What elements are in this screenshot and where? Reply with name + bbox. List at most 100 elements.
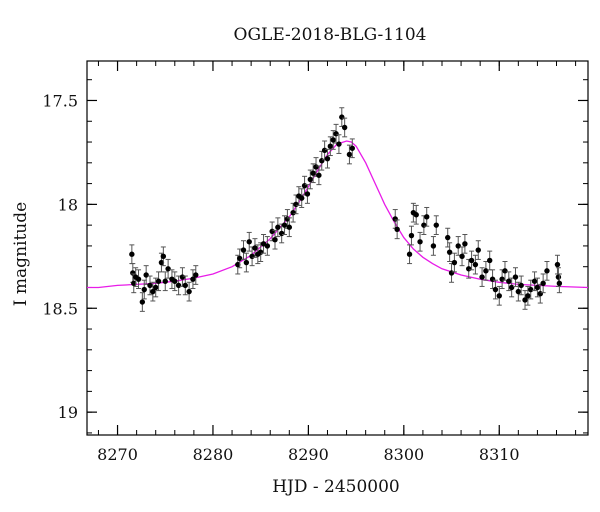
data-point [492, 279, 499, 300]
point-marker [455, 243, 461, 249]
point-marker [153, 284, 159, 291]
point-marker [129, 251, 135, 257]
data-point [264, 236, 271, 256]
point-marker [421, 222, 427, 228]
point-marker [339, 114, 345, 120]
point-marker [330, 137, 336, 143]
data-point [135, 269, 142, 290]
data-point [487, 250, 493, 271]
point-marker [143, 272, 149, 278]
point-marker [445, 234, 451, 241]
point-marker [240, 247, 247, 253]
point-marker [554, 261, 561, 268]
point-marker [286, 224, 293, 230]
data-point [307, 169, 314, 190]
data-point [281, 215, 288, 235]
x-tick-label: 8310 [479, 445, 520, 464]
data-point [339, 107, 345, 127]
point-marker [158, 259, 165, 266]
data-point [310, 163, 316, 184]
point-marker [175, 282, 182, 289]
data-point [446, 242, 453, 263]
point-marker [135, 276, 142, 282]
x-tick-label: 8280 [193, 445, 234, 464]
data-point [408, 225, 415, 246]
x-tick-label: 8290 [288, 445, 329, 464]
point-marker [182, 282, 188, 289]
point-marker [236, 255, 243, 262]
point-marker [537, 291, 543, 297]
point-marker [299, 195, 305, 201]
point-marker [243, 259, 250, 266]
point-marker [269, 228, 275, 235]
data-point [406, 244, 413, 265]
data-point [275, 217, 281, 238]
point-marker [556, 280, 563, 287]
data-point [424, 206, 430, 227]
point-marker [193, 272, 199, 278]
point-marker [540, 280, 546, 287]
point-marker [327, 143, 334, 149]
data-point [455, 236, 461, 256]
data-point [330, 130, 336, 150]
data-point [162, 271, 168, 292]
point-marker [246, 239, 252, 245]
point-marker [252, 245, 258, 251]
point-marker [499, 276, 505, 282]
data-point [451, 252, 458, 273]
point-marker [417, 239, 423, 245]
data-point [141, 279, 147, 300]
point-marker [307, 176, 314, 183]
point-marker [531, 278, 538, 284]
point-marker [172, 278, 178, 284]
axis-ticks: 8270 8280 8290 8300 8310 17.5 18 18.5 19 [42, 61, 588, 464]
data-point [540, 273, 546, 294]
data-point [475, 240, 481, 260]
y-tick-label: 18.5 [42, 299, 78, 318]
data-point [165, 258, 171, 279]
plot-frame [86, 60, 589, 436]
point-marker [394, 226, 400, 232]
point-marker [475, 247, 481, 253]
data-point [296, 186, 302, 206]
data-point [512, 267, 519, 287]
data-point [286, 217, 293, 238]
point-marker [341, 124, 348, 131]
point-marker [160, 253, 167, 260]
data-point [496, 285, 502, 306]
data-point [255, 244, 261, 265]
point-marker [336, 141, 342, 147]
point-marker [496, 293, 502, 299]
point-marker [150, 288, 156, 295]
data-point [556, 273, 563, 294]
point-marker [515, 288, 522, 295]
point-marker [272, 236, 278, 243]
data-point [324, 148, 331, 169]
point-marker [534, 284, 541, 291]
point-marker [349, 145, 355, 151]
data-point [394, 219, 400, 240]
point-marker [316, 172, 322, 178]
data-point [182, 275, 188, 296]
data-point [430, 236, 437, 256]
data-point [349, 138, 355, 159]
point-marker [131, 280, 137, 287]
data-point [327, 136, 334, 157]
data-point [235, 254, 241, 275]
point-marker [141, 286, 147, 293]
data-point [522, 290, 528, 310]
data-point [472, 254, 479, 275]
data-point [534, 277, 541, 298]
data-point [413, 204, 419, 225]
point-marker [319, 158, 325, 164]
point-marker [466, 266, 472, 272]
x-axis-label: HJD - 2450000 [272, 477, 400, 497]
data-point [147, 275, 153, 296]
data-point [506, 271, 512, 292]
point-marker [518, 282, 524, 289]
point-marker [487, 257, 493, 264]
y-tick-label: 17.5 [42, 91, 78, 110]
point-marker [555, 274, 562, 280]
point-marker [321, 147, 328, 154]
data-point [489, 269, 496, 290]
